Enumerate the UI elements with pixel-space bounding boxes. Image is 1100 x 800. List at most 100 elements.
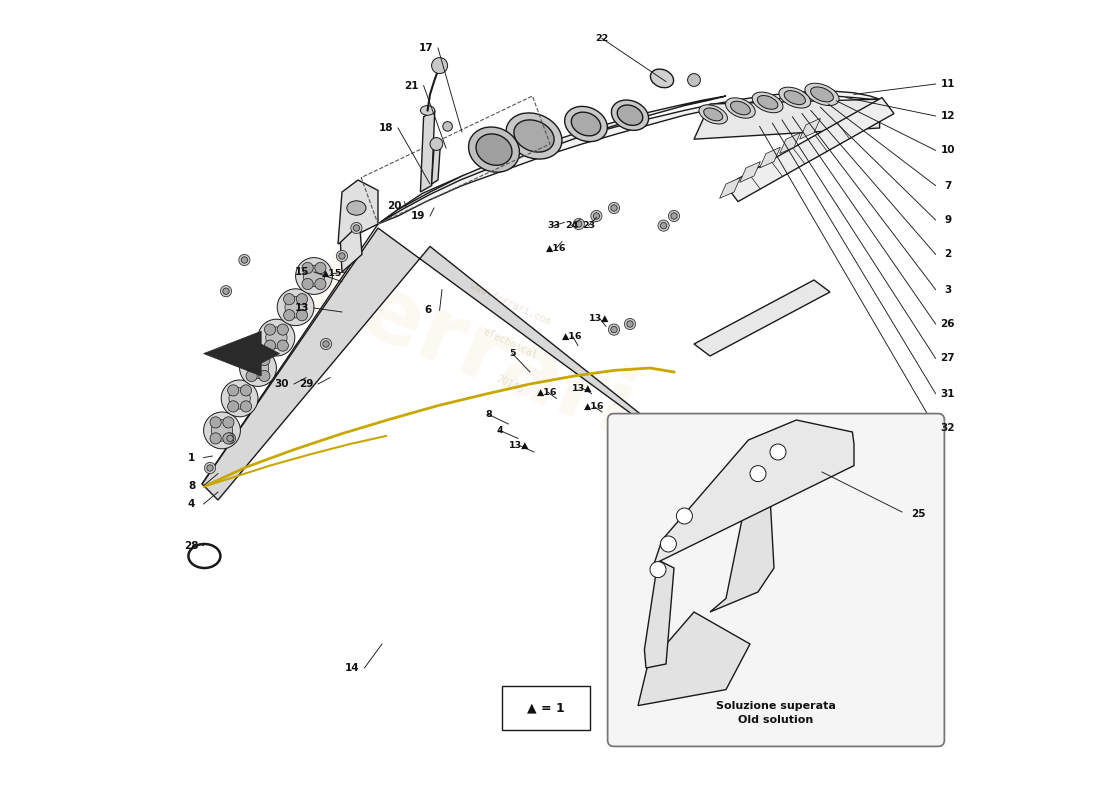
Circle shape [246, 370, 257, 382]
Text: 8: 8 [188, 481, 195, 490]
Circle shape [285, 297, 306, 318]
Polygon shape [742, 432, 852, 488]
Circle shape [625, 318, 636, 330]
Circle shape [593, 213, 600, 219]
Circle shape [241, 257, 248, 263]
Ellipse shape [752, 92, 783, 113]
Circle shape [302, 278, 313, 290]
Text: 9: 9 [944, 215, 952, 225]
Circle shape [430, 138, 443, 150]
Polygon shape [739, 162, 760, 182]
Text: 15: 15 [295, 267, 309, 277]
Circle shape [610, 326, 617, 333]
Text: 12: 12 [940, 111, 955, 121]
Text: 20145: 20145 [495, 374, 526, 394]
Circle shape [337, 250, 348, 262]
Circle shape [266, 327, 287, 348]
Text: 14: 14 [345, 663, 360, 673]
Circle shape [223, 417, 234, 428]
Circle shape [750, 466, 766, 482]
Circle shape [688, 74, 701, 86]
Circle shape [277, 324, 288, 335]
Text: Soluzione superata: Soluzione superata [716, 702, 836, 711]
Circle shape [650, 562, 666, 578]
Circle shape [211, 420, 233, 441]
Circle shape [608, 202, 619, 214]
Circle shape [205, 462, 216, 474]
Circle shape [315, 262, 326, 274]
Text: ▲16: ▲16 [538, 387, 558, 397]
Ellipse shape [469, 127, 519, 172]
Ellipse shape [476, 134, 512, 166]
Text: 17: 17 [419, 43, 433, 53]
Text: 11: 11 [940, 79, 955, 89]
Text: 24: 24 [565, 221, 579, 230]
Circle shape [277, 340, 288, 351]
Text: ▲ = 1: ▲ = 1 [527, 701, 565, 714]
Circle shape [284, 294, 295, 305]
Circle shape [443, 122, 452, 131]
Circle shape [296, 258, 332, 294]
Circle shape [322, 341, 329, 347]
Circle shape [304, 266, 324, 286]
Text: 8: 8 [485, 410, 492, 419]
Circle shape [575, 221, 582, 227]
Circle shape [353, 225, 360, 231]
Text: 5: 5 [509, 349, 516, 358]
Circle shape [658, 220, 669, 231]
Circle shape [660, 222, 667, 229]
Text: 29: 29 [299, 379, 314, 389]
Circle shape [228, 385, 239, 396]
Circle shape [671, 213, 678, 219]
Circle shape [220, 286, 232, 297]
Polygon shape [378, 91, 880, 224]
Circle shape [296, 294, 308, 305]
Ellipse shape [617, 105, 642, 126]
Polygon shape [340, 224, 362, 272]
Text: 18: 18 [378, 123, 394, 133]
Polygon shape [204, 331, 279, 376]
Text: 6: 6 [424, 306, 431, 315]
Text: 4: 4 [496, 426, 503, 435]
Circle shape [315, 278, 326, 290]
Polygon shape [726, 98, 894, 202]
Polygon shape [780, 133, 801, 154]
Circle shape [591, 210, 602, 222]
Circle shape [608, 324, 619, 335]
Circle shape [221, 380, 258, 417]
Text: 30: 30 [275, 379, 289, 389]
Text: 25: 25 [912, 509, 926, 518]
Ellipse shape [506, 113, 562, 159]
Text: 13: 13 [295, 303, 309, 313]
Ellipse shape [564, 106, 607, 142]
Text: 10: 10 [940, 146, 955, 155]
Circle shape [204, 412, 241, 449]
Circle shape [431, 58, 448, 74]
Circle shape [264, 324, 276, 335]
Polygon shape [760, 147, 780, 168]
Circle shape [320, 338, 331, 350]
FancyBboxPatch shape [607, 414, 945, 746]
Text: 20: 20 [387, 202, 402, 211]
Circle shape [277, 289, 313, 326]
Ellipse shape [726, 98, 756, 118]
Text: 33: 33 [548, 221, 561, 230]
Circle shape [351, 222, 362, 234]
Circle shape [627, 321, 634, 327]
Polygon shape [800, 118, 821, 139]
Polygon shape [378, 96, 726, 224]
Polygon shape [645, 560, 674, 668]
Text: 26: 26 [940, 319, 955, 329]
Ellipse shape [784, 90, 805, 105]
Circle shape [223, 288, 229, 294]
Circle shape [240, 350, 276, 386]
Text: 1: 1 [188, 453, 195, 462]
Circle shape [660, 536, 676, 552]
Polygon shape [694, 99, 880, 139]
Ellipse shape [805, 83, 839, 106]
Ellipse shape [514, 120, 554, 152]
Circle shape [227, 435, 233, 442]
Circle shape [296, 310, 308, 321]
Circle shape [229, 388, 251, 409]
Ellipse shape [779, 87, 811, 108]
